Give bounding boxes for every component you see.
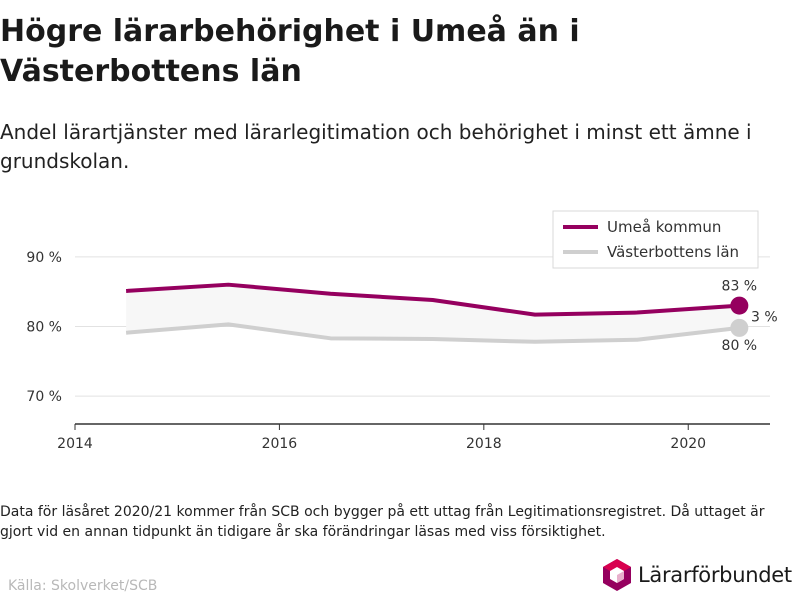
lararforbundet-logo-icon: [603, 559, 631, 591]
series-line-umea: [125, 282, 740, 317]
end-marker-lan: [730, 318, 749, 337]
chart-title: Högre lärarbehörighet i Umeå än i Väster…: [0, 14, 580, 89]
annotation-gap-value: 3 %: [751, 310, 778, 326]
x-tick-label: 2020: [670, 436, 706, 452]
footnote: Data för läsåret 2020/21 kommer från SCB…: [0, 504, 765, 540]
legend-box: [552, 210, 759, 269]
annotation-umea-value: 83 %: [722, 279, 758, 295]
y-tick-label: 80 %: [26, 319, 62, 335]
y-tick-label: 90 %: [26, 250, 62, 266]
series-lines: [125, 282, 749, 344]
gap-area: [126, 284, 740, 342]
legend: Umeå kommun Västerbottens län: [552, 210, 759, 269]
brand-name: Lärarförbundet: [638, 563, 792, 587]
source-label: Källa: Skolverket/SCB: [8, 578, 158, 594]
y-tick-label: 70 %: [26, 389, 62, 405]
annotation-lan-value: 80 %: [722, 338, 758, 354]
legend-label: Umeå kommun: [607, 218, 721, 236]
end-marker-umea: [730, 296, 749, 315]
chart-subtitle: Andel lärartjänster med lärarlegitimatio…: [0, 120, 752, 173]
line-chart: 70 % 80 % 90 % 2014 2016 2018 2020 83 % 80 % 3 …: [26, 210, 778, 452]
x-tick-label: 2016: [262, 436, 298, 452]
annotations: 83 % 80 % 3 %: [722, 279, 778, 354]
axes: 2014 2016 2018 2020: [57, 423, 770, 452]
series-line-lan: [125, 322, 740, 344]
brand-logo: Lärarförbundet: [602, 558, 792, 592]
legend-label: Västerbottens län: [607, 243, 739, 261]
x-tick-label: 2018: [466, 436, 502, 452]
x-tick-label: 2014: [57, 436, 93, 452]
